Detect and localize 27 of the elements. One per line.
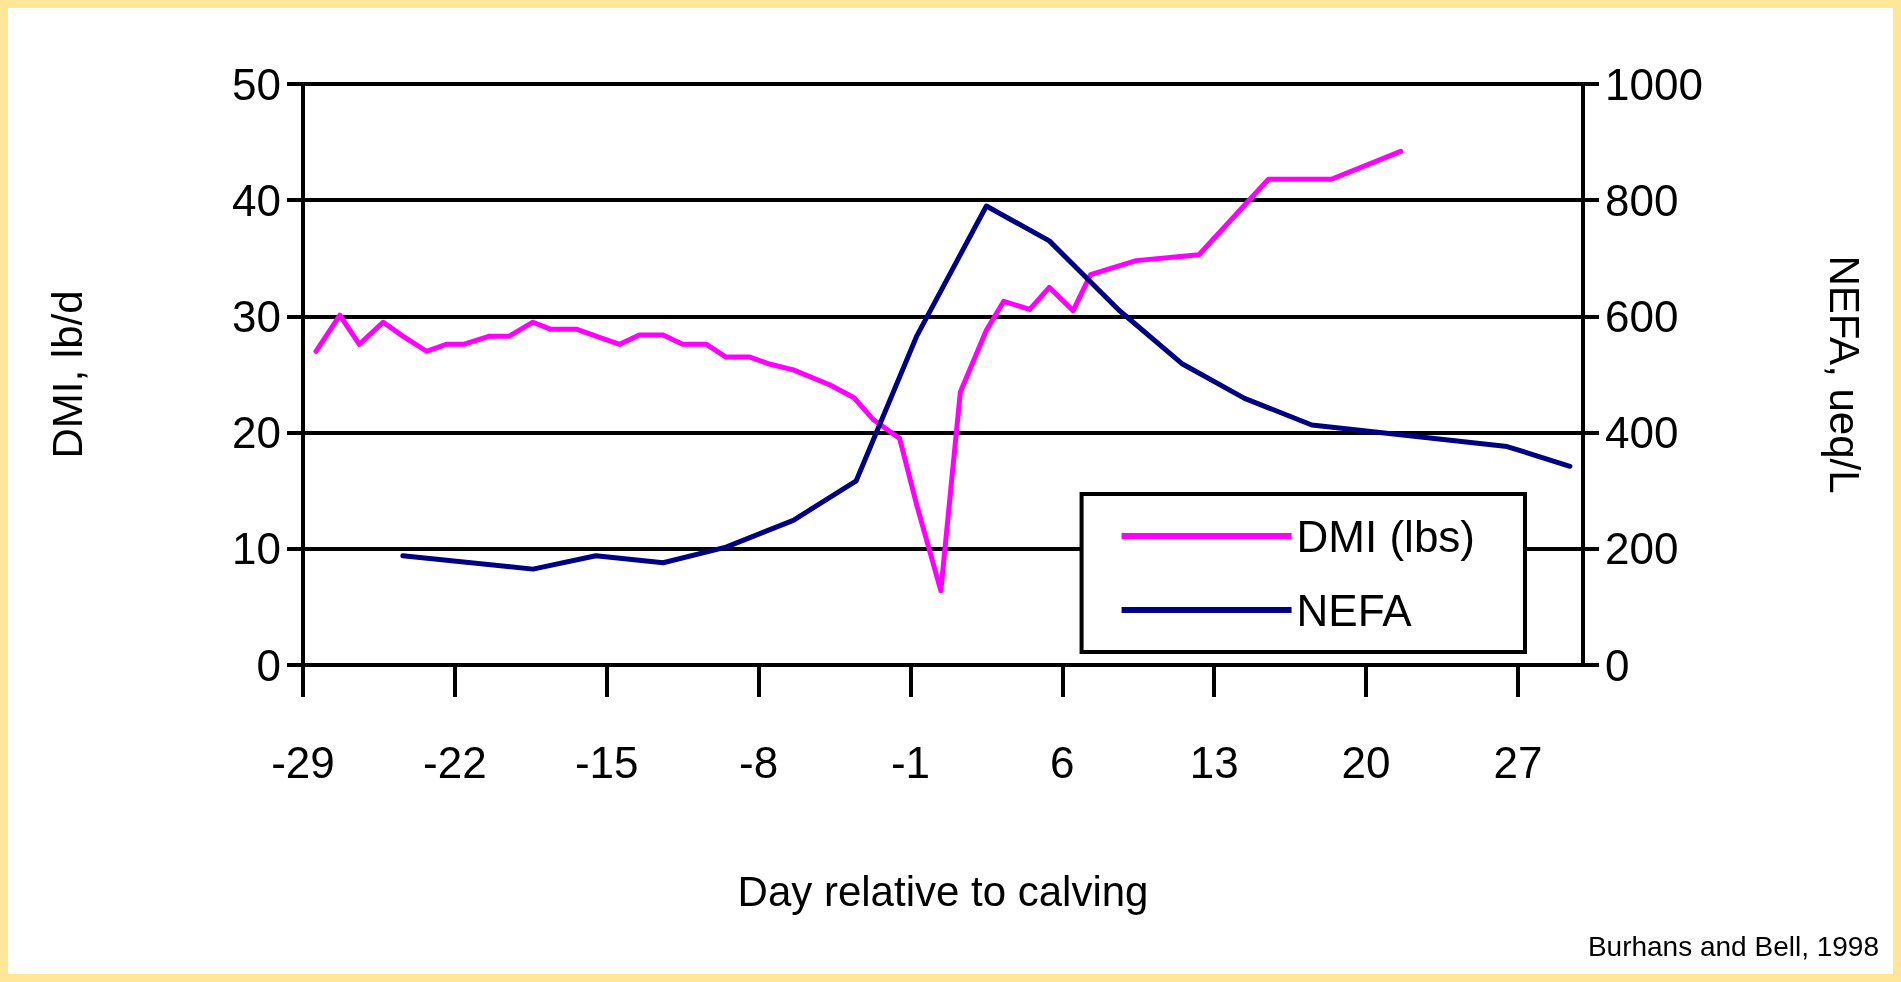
y-tick-label: 20 xyxy=(232,408,281,458)
x-tick-label: -22 xyxy=(423,737,487,787)
y2-tick-label: 800 xyxy=(1605,175,1679,225)
x-tick-label: -8 xyxy=(739,737,779,787)
x-tick-label: -1 xyxy=(890,737,931,787)
x-tick-label: 20 xyxy=(1341,737,1391,787)
y-tick-label: 0 xyxy=(256,640,281,690)
text: Burhans and Bell, 1998 xyxy=(1587,930,1880,962)
y2-axis-title: NEFA, ueq/L xyxy=(1820,255,1868,494)
y-axis-title: DMI, lb/d xyxy=(43,290,91,459)
y-tick-label: 30 xyxy=(232,291,281,341)
x-tick-label: 13 xyxy=(1189,737,1239,787)
y2-tick-label: 400 xyxy=(1605,408,1679,458)
y-tick-label: 40 xyxy=(232,175,281,225)
x-tick-label: -15 xyxy=(574,737,639,787)
x-axis-title: Day relative to calving xyxy=(737,867,1149,915)
x-tick-label: -29 xyxy=(271,737,335,787)
y2-tick-label: 600 xyxy=(1605,291,1679,341)
y2-tick-label: 1000 xyxy=(1605,59,1703,109)
y2-tick-label: 0 xyxy=(1605,640,1630,690)
legend-label: NEFA xyxy=(1296,585,1413,635)
y-tick-label: 50 xyxy=(232,59,281,109)
y-tick-label: 10 xyxy=(232,524,281,574)
x-tick-label: 27 xyxy=(1493,737,1543,787)
x-tick-label: 6 xyxy=(1050,737,1075,787)
legend-label: DMI (lbs) xyxy=(1296,511,1476,561)
y2-tick-label: 200 xyxy=(1605,524,1679,574)
